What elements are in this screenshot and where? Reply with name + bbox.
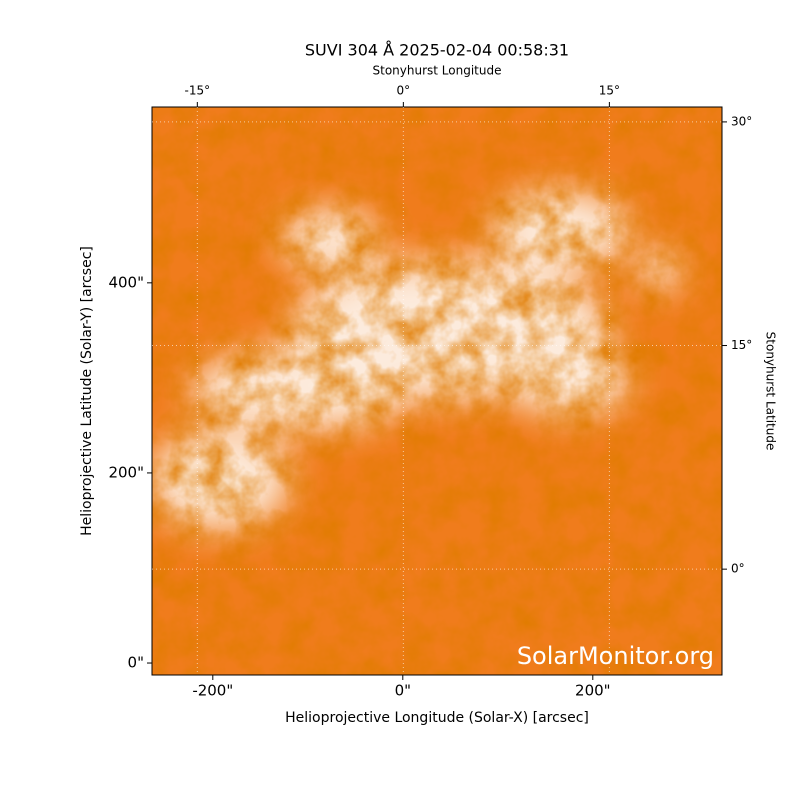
y-tick-label: 0" (128, 654, 144, 672)
chart-title: SUVI 304 Å 2025-02-04 00:58:31 (305, 41, 569, 60)
y-label: Helioprojective Latitude (Solar-Y) [arcs… (79, 246, 95, 536)
solar-image (152, 107, 722, 675)
y2-tick-label: 0° (731, 562, 745, 576)
x-tick-label: 0" (395, 682, 411, 700)
plot-frame (151, 106, 723, 676)
y-tick-label: 200" (108, 463, 144, 481)
x-label: Helioprojective Longitude (Solar-X) [arc… (285, 710, 589, 726)
y2-tick-label: 15° (731, 338, 752, 352)
y2-label: Stonyhurst Latitude (764, 332, 778, 451)
y-tick-label: 400" (108, 273, 144, 291)
x2-tick-label: -15° (185, 84, 211, 98)
y2-tick-label: 30° (731, 114, 752, 128)
x2-tick-label: 15° (599, 84, 620, 98)
x-tick-label: -200" (192, 682, 233, 700)
x-tick-label: 200" (575, 682, 611, 700)
x2-label: Stonyhurst Longitude (373, 64, 502, 78)
x2-tick-label: 0° (397, 84, 411, 98)
watermark: SolarMonitor.org (517, 642, 714, 670)
